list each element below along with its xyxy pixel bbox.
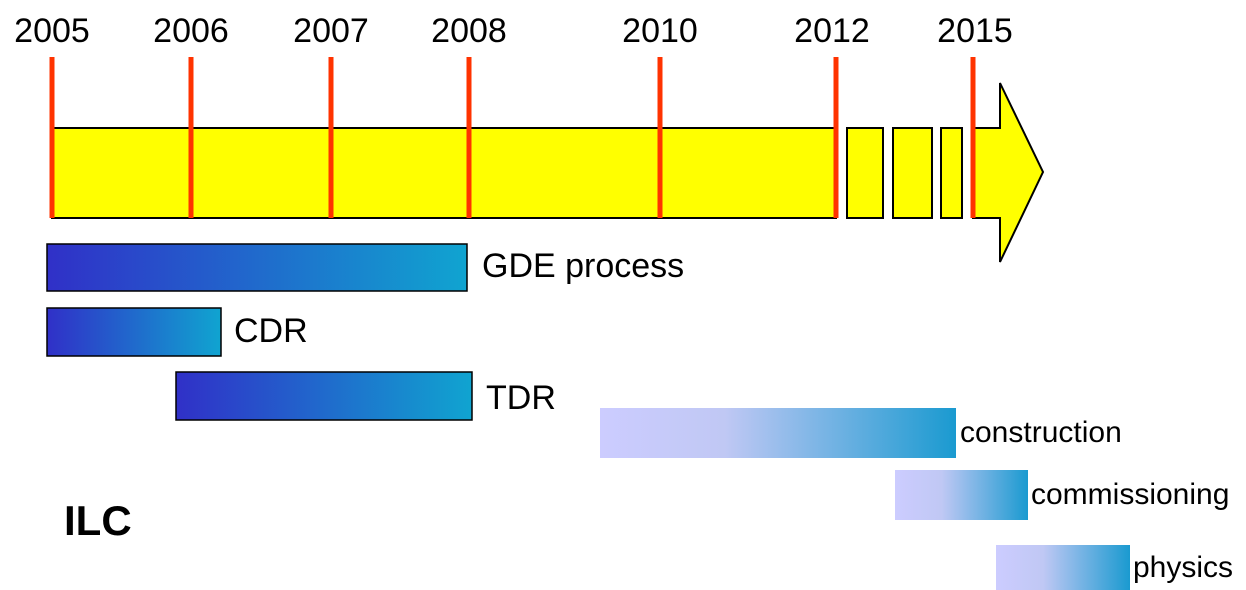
year-label: 2007 (293, 12, 369, 50)
arrow-head (972, 82, 1045, 263)
phase-label: GDE process (482, 247, 684, 285)
year-label: 2012 (794, 12, 870, 50)
phase-label: commissioning (1031, 478, 1229, 511)
phase-bar (46, 243, 468, 292)
arrow-segment (940, 127, 963, 219)
phase-bar (46, 307, 222, 357)
arrow-segment (846, 127, 884, 219)
phase-label: CDR (234, 312, 308, 350)
arrow-body (51, 127, 837, 219)
arrow-segment (892, 127, 933, 219)
phase-bar (895, 470, 1028, 520)
year-label: 2008 (431, 12, 507, 50)
phase-label: physics (1133, 551, 1233, 584)
phase-bar (996, 545, 1130, 590)
phase-label: construction (960, 416, 1122, 449)
year-label: 2006 (153, 12, 229, 50)
arrow (51, 82, 1045, 263)
phase-bar (175, 371, 473, 421)
phase-label: TDR (486, 379, 556, 417)
year-label: 2015 (937, 12, 1013, 50)
diagram-title: ILC (64, 497, 132, 544)
year-label: 2010 (622, 12, 698, 50)
year-label: 2005 (14, 12, 90, 50)
year-markers (49, 57, 976, 218)
phase-bar (600, 408, 956, 458)
